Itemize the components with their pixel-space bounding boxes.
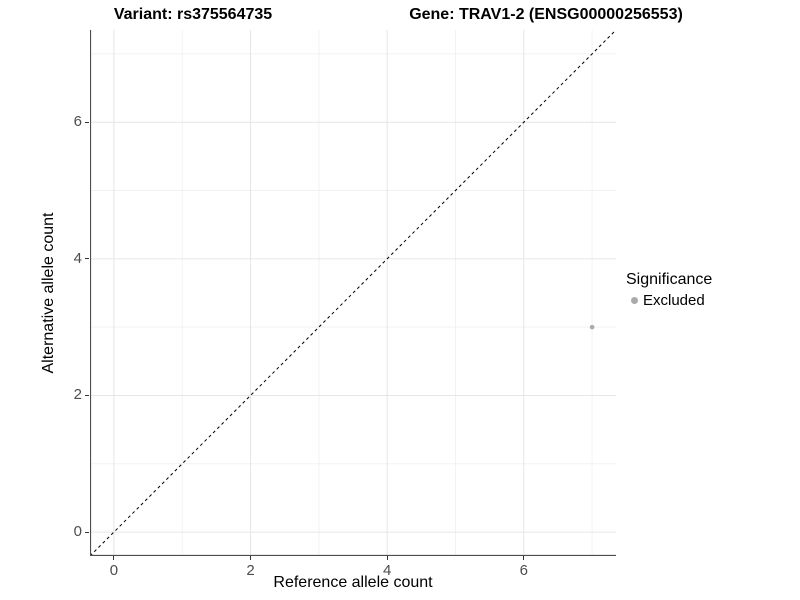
- data-point: [589, 324, 595, 330]
- x-tick-mark: [523, 556, 525, 560]
- x-tick-label: 0: [109, 562, 119, 579]
- plot-title-variant: Variant: rs375564735: [113, 6, 273, 23]
- legend-item-label: Excluded: [643, 292, 705, 309]
- y-axis-title: Alternative allele count: [40, 212, 57, 374]
- plot-title-gene: Gene: TRAV1-2 (ENSG00000256553): [409, 6, 683, 23]
- legend: Significance Excluded: [626, 271, 712, 309]
- y-tick-mark: [85, 531, 89, 533]
- y-tick-label: 6: [73, 113, 82, 131]
- y-tick-mark: [85, 121, 89, 123]
- x-tick-mark: [386, 556, 388, 560]
- x-tick-mark: [113, 556, 115, 560]
- identity-dashed-line: [89, 29, 617, 557]
- x-tick-mark: [250, 556, 252, 560]
- legend-key-dot-icon: [631, 297, 638, 304]
- legend-item-excluded: Excluded: [626, 292, 712, 309]
- plot-panel: [89, 29, 617, 557]
- y-tick-label: 0: [73, 523, 82, 541]
- y-tick-label: 4: [73, 249, 82, 267]
- y-tick-mark: [85, 258, 89, 260]
- legend-title: Significance: [626, 271, 713, 288]
- x-tick-label: 4: [382, 562, 392, 579]
- x-tick-label: 6: [519, 562, 528, 579]
- x-tick-label: 2: [246, 562, 255, 579]
- plot-canvas: [89, 29, 617, 557]
- y-tick-mark: [85, 394, 89, 396]
- y-tick-label: 2: [73, 386, 82, 404]
- x-axis-title: Reference allele count: [273, 574, 433, 591]
